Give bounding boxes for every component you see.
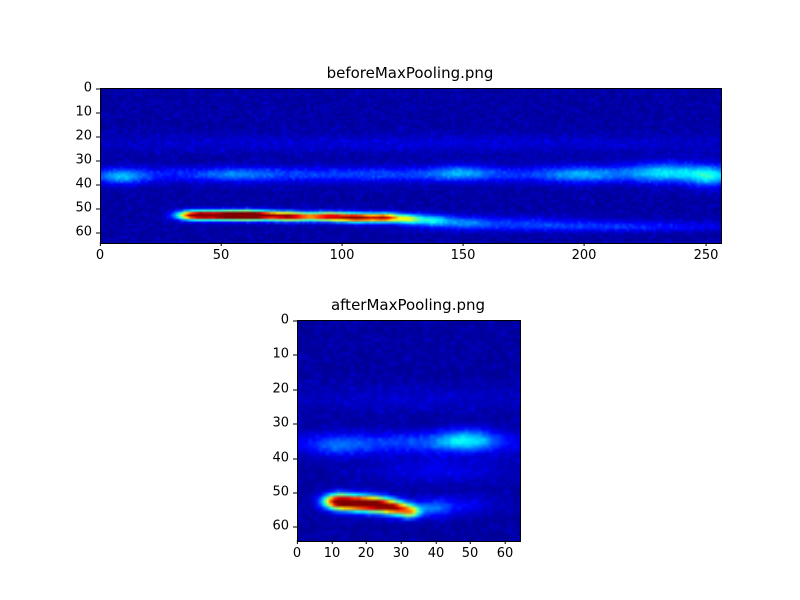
x-tick-label: 50 [461, 540, 479, 561]
axes-after-maxpooling [297, 320, 521, 542]
y-tick-label: 20 [75, 128, 100, 144]
y-tick-label: 0 [83, 80, 101, 96]
x-tick-label: 30 [392, 540, 410, 561]
y-tick-label: 20 [272, 381, 297, 397]
x-tick-label: 250 [693, 242, 719, 263]
y-tick-label: 60 [75, 224, 100, 240]
y-tick-label: 10 [75, 104, 100, 120]
x-tick-label: 40 [427, 540, 445, 561]
y-tick-label: 30 [272, 415, 297, 431]
x-tick-label: 100 [329, 242, 355, 263]
title-after-maxpooling: afterMaxPooling.png [330, 296, 486, 314]
title-before-maxpooling: beforeMaxPooling.png [326, 64, 494, 82]
x-tick-label: 60 [496, 540, 514, 561]
heatmap-before-maxpooling [101, 89, 721, 243]
x-tick-label: 0 [95, 242, 105, 263]
y-tick-label: 50 [75, 200, 100, 216]
y-tick-label: 50 [272, 484, 297, 500]
x-tick-label: 20 [357, 540, 375, 561]
heatmap-after-maxpooling [298, 321, 520, 541]
y-tick-label: 0 [280, 312, 298, 328]
y-tick-label: 40 [272, 450, 297, 466]
axes-before-maxpooling [100, 88, 722, 244]
y-tick-label: 60 [272, 518, 297, 534]
y-tick-label: 30 [75, 152, 100, 168]
x-tick-label: 10 [323, 540, 341, 561]
x-tick-label: 50 [212, 242, 230, 263]
y-tick-label: 10 [272, 346, 297, 362]
x-tick-label: 0 [292, 540, 302, 561]
y-tick-label: 40 [75, 176, 100, 192]
x-tick-label: 200 [571, 242, 597, 263]
x-tick-label: 150 [450, 242, 476, 263]
